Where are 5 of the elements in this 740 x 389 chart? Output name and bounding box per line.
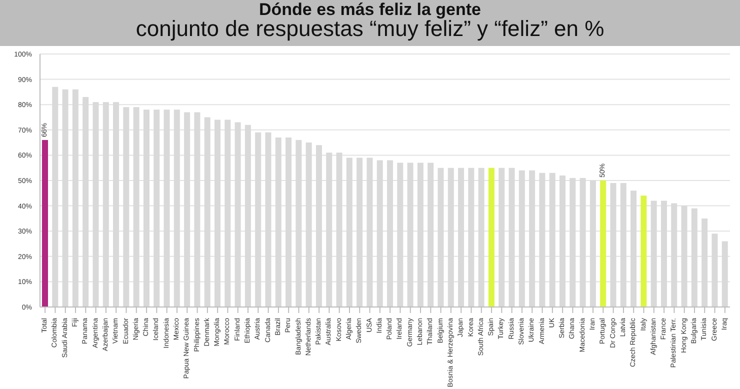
bar <box>42 140 48 307</box>
bar <box>600 180 606 307</box>
bar <box>488 168 494 307</box>
bar <box>640 196 647 307</box>
chart-title: Dónde es más feliz la gente <box>258 0 482 19</box>
